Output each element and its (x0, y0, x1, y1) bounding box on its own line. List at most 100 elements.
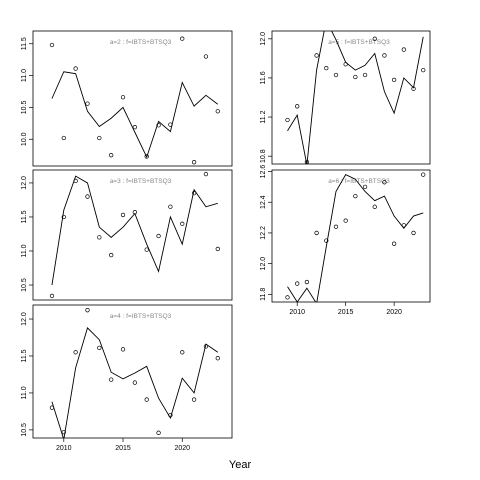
y-tick-label: 12.6 (260, 165, 267, 179)
y-tick-label: 11.5 (21, 210, 28, 223)
observed-point (295, 104, 300, 109)
y-tick-label: 11.0 (21, 69, 28, 82)
observed-point (49, 293, 55, 299)
y-tick-label: 11.5 (21, 37, 28, 50)
observed-point (132, 210, 138, 215)
observed-point (156, 123, 161, 128)
x-tick-label: 2010 (289, 309, 305, 316)
observed-point (180, 36, 185, 41)
y-tick-label: 11.5 (21, 349, 28, 362)
observed-point (401, 223, 406, 228)
observed-point (132, 380, 138, 385)
y-tick-label: 11.0 (21, 386, 28, 399)
plot-area (49, 36, 220, 165)
panel-frame (32, 169, 233, 301)
plot-area (285, 31, 426, 164)
observed-point (168, 412, 173, 418)
observed-point (85, 101, 90, 106)
observed-point (168, 204, 173, 209)
panel: a=3 : f=IBTS+BTSQ3 10.5 11.0 11.5 12.0 (21, 169, 233, 301)
observed-point (97, 135, 102, 141)
observed-point (85, 308, 90, 313)
y-tick-label: 12.0 (260, 32, 267, 46)
observed-point (411, 86, 416, 91)
observed-point (49, 405, 55, 410)
observed-point (333, 72, 339, 78)
y-tick-label: 12.4 (260, 195, 267, 209)
observed-point (304, 279, 310, 285)
panel: a=4 : f=IBTS+BTSQ3 10.5 11.0 11.5 12.0 2010 20… (21, 304, 233, 452)
observed-point (401, 47, 406, 52)
observed-point (109, 153, 114, 158)
observed-point (144, 247, 149, 252)
x-tick-label: 2015 (338, 309, 354, 316)
observed-point (144, 397, 149, 402)
panel-annotation: a=2 : f=IBTS+BTSQ3 (110, 39, 172, 46)
plot-area (49, 171, 220, 299)
y-tick-label: 12.0 (260, 257, 267, 271)
panel-frame (271, 30, 431, 165)
observed-point (333, 224, 339, 229)
panel-annotation: a=5 : f=IBTS+BTSQ3 (328, 39, 390, 46)
observed-point (382, 180, 387, 185)
y-tick-label: 12.0 (21, 312, 28, 326)
observed-point (285, 295, 290, 300)
observed-point (73, 350, 78, 355)
panel: a=5 : f=IBTS+BTSQ3 10.8 11.2 11.6 12.0 (260, 30, 431, 165)
y-tick-label: 10.0 (21, 132, 28, 146)
observed-point (109, 252, 114, 258)
panel-annotation: a=6 : f=IBTS+BTSQ3 (328, 178, 390, 185)
fitted-line (287, 174, 424, 302)
observed-point (215, 246, 220, 252)
observed-point (61, 135, 66, 141)
observed-point (324, 238, 329, 243)
observed-point (109, 377, 114, 382)
fitted-line (287, 31, 424, 164)
plot-area (49, 308, 220, 438)
observed-point (343, 62, 348, 67)
x-tick-label: 2015 (115, 445, 131, 452)
observed-point (191, 397, 197, 402)
observed-point (382, 53, 387, 58)
observed-point (180, 221, 185, 226)
observed-point (353, 193, 358, 199)
observed-point (411, 230, 416, 236)
x-tick-label: 2010 (56, 445, 72, 452)
plot-area (285, 172, 426, 302)
panel-frame (271, 169, 431, 303)
observed-point (215, 356, 220, 361)
observed-point (362, 184, 368, 190)
x-axis-label: Year (229, 459, 252, 471)
y-tick-label: 10.5 (21, 100, 28, 114)
observed-point (144, 154, 149, 159)
fitted-line (51, 175, 218, 286)
y-tick-label: 11.8 (260, 288, 267, 301)
y-tick-label: 10.5 (21, 278, 28, 292)
observed-point (362, 72, 368, 78)
observed-point (314, 230, 319, 236)
observed-point (372, 36, 377, 41)
observed-point (304, 159, 310, 164)
observed-point (295, 281, 300, 286)
observed-point (324, 66, 329, 71)
panel-frame (32, 304, 233, 439)
observed-point (314, 53, 319, 58)
panel: a=2 : f=IBTS+BTSQ3 10.0 10.5 11.0 11.5 (21, 30, 233, 167)
observed-point (61, 429, 66, 435)
observed-point (191, 190, 197, 196)
observed-point (203, 171, 209, 177)
fitted-line (51, 71, 219, 159)
y-tick-label: 11.2 (260, 110, 267, 123)
observed-point (180, 350, 185, 355)
panel-annotation: a=3 : f=IBTS+BTSQ3 (110, 178, 172, 185)
observed-point (285, 117, 290, 123)
fitted-line (51, 327, 219, 438)
y-tick-label: 11.0 (21, 244, 28, 257)
panel-frame (32, 30, 233, 167)
panel: a=6 : f=IBTS+BTSQ3 11.8 12.0 12.2 12.4 12.6 20… (260, 165, 431, 316)
observed-point (85, 194, 90, 199)
panel-annotation: a=4 : f=IBTS+BTSQ3 (110, 313, 172, 320)
observed-point (120, 212, 126, 218)
observed-point (421, 67, 426, 73)
